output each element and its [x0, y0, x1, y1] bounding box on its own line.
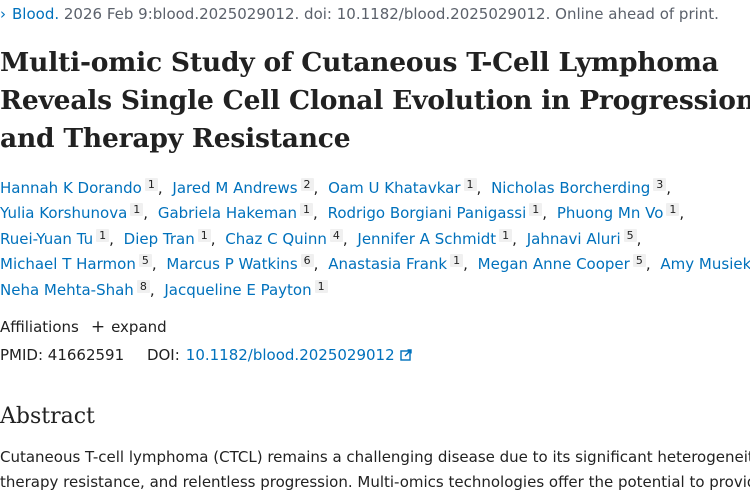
separator: , — [512, 229, 517, 248]
affiliation-badge[interactable]: 1 — [96, 228, 110, 242]
citation-line: › Blood. 2026 Feb 9:blood.2025029012. doi… — [0, 4, 719, 24]
author-line: Ruei-Yuan Tu 1, Diep Tran 1, Chaz C Quinn 4… — [0, 227, 750, 252]
author-link[interactable]: Diep Tran — [123, 229, 195, 248]
author-line: Neha Mehta-Shah 8, Jacqueline E Payton 1 — [0, 278, 750, 303]
author-link[interactable]: Jennifer A Schmidt — [357, 229, 497, 248]
author-link[interactable]: Jacqueline E Payton — [164, 280, 312, 299]
expand-button[interactable]: expand — [111, 318, 167, 336]
abstract-heading: Abstract — [0, 404, 95, 429]
affiliation-badge[interactable]: 1 — [314, 279, 328, 293]
abstract-text: Cutaneous T-cell lymphoma (CTCL) remains… — [0, 445, 750, 495]
author-link[interactable]: Anastasia Frank — [328, 255, 448, 274]
chevron-right-icon[interactable]: › — [0, 5, 6, 23]
separator: , — [157, 179, 163, 197]
author-line: Michael T Harmon 5, Marcus P Watkins 6, An… — [0, 252, 750, 277]
affiliations-row: Affiliations + expand — [0, 317, 167, 337]
citation-details: 2026 Feb 9:blood.2025029012. doi: 10.118… — [63, 5, 719, 23]
author-list: Hannah K Dorando 1, Jared M Andrews 2, Oam… — [0, 176, 750, 303]
separator: , — [636, 229, 642, 248]
affiliation-badge[interactable]: 1 — [499, 228, 513, 242]
separator: , — [151, 255, 157, 274]
abstract-line: therapy resistance, and relentless progr… — [0, 473, 750, 491]
title-line: Multi-omic Study of Cutaneous T-Cell Lym… — [0, 47, 719, 78]
identifiers-row: PMID: 41662591 DOI: 10.1182/blood.2025029… — [0, 345, 412, 365]
pmid-label: PMID: — [0, 346, 44, 364]
abstract-line: Cutaneous T-cell lymphoma (CTCL) remains… — [0, 448, 750, 466]
affiliation-badge[interactable]: 1 — [144, 178, 158, 191]
affiliation-badge[interactable]: 1 — [450, 254, 464, 268]
separator: , — [666, 179, 672, 197]
separator: , — [143, 204, 149, 223]
separator: , — [109, 229, 114, 248]
separator: , — [542, 204, 548, 223]
author-link[interactable]: Michael T Harmon — [0, 255, 136, 274]
affiliation-badge[interactable]: 6 — [300, 254, 314, 268]
author-link[interactable]: Amy Musiek — [660, 255, 750, 274]
affiliation-badge[interactable]: 5 — [138, 254, 152, 268]
author-link[interactable]: Phuong Mn Vo — [556, 204, 664, 223]
doi-link[interactable]: 10.1182/blood.2025029012 — [185, 346, 395, 364]
author-link[interactable]: Yulia Korshunova — [0, 204, 128, 223]
separator: , — [313, 255, 319, 274]
author-line: Hannah K Dorando 1, Jared M Andrews 2, Oam… — [0, 176, 750, 201]
affiliation-badge[interactable]: 1 — [130, 203, 144, 217]
affiliation-badge[interactable]: 5 — [632, 254, 646, 268]
affiliation-badge[interactable]: 2 — [300, 178, 314, 191]
author-link[interactable]: Hannah K Dorando — [0, 179, 142, 197]
author-line: Yulia Korshunova 1, Gabriela Hakeman 1, Ro… — [0, 201, 750, 226]
article-title: Multi-omic Study of Cutaneous T-Cell Lym… — [0, 44, 750, 158]
separator: , — [313, 179, 319, 197]
author-link[interactable]: Megan Anne Cooper — [477, 255, 630, 274]
author-link[interactable]: Gabriela Hakeman — [157, 204, 298, 223]
separator: , — [645, 255, 651, 274]
author-link[interactable]: Chaz C Quinn — [225, 229, 327, 248]
affiliations-label: Affiliations — [0, 318, 79, 336]
journal-link[interactable]: Blood. — [12, 5, 60, 23]
pmid-value: 41662591 — [47, 346, 125, 364]
affiliation-badge[interactable]: 8 — [136, 279, 150, 293]
affiliation-badge[interactable]: 5 — [623, 228, 637, 242]
separator: , — [313, 204, 318, 223]
affiliation-badge[interactable]: 1 — [666, 203, 680, 217]
author-link[interactable]: Ruei-Yuan Tu — [0, 229, 94, 248]
author-link[interactable]: Jared M Andrews — [172, 179, 298, 197]
separator: , — [149, 280, 155, 299]
affiliation-badge[interactable]: 3 — [653, 178, 667, 191]
affiliation-badge[interactable]: 1 — [197, 228, 211, 242]
affiliation-badge[interactable]: 1 — [463, 178, 477, 191]
author-link[interactable]: Neha Mehta-Shah — [0, 280, 134, 299]
affiliation-badge[interactable]: 4 — [329, 228, 343, 242]
doi-label: DOI: — [146, 346, 180, 364]
author-link[interactable]: Marcus P Watkins — [166, 255, 298, 274]
separator: , — [342, 229, 348, 248]
author-link[interactable]: Oam U Khatavkar — [328, 179, 461, 197]
separator: , — [679, 204, 685, 223]
title-line: and Therapy Resistance — [0, 123, 351, 154]
author-link[interactable]: Jahnavi Aluri — [526, 229, 621, 248]
separator: , — [210, 229, 216, 248]
author-link[interactable]: Rodrigo Borgiani Panigassi — [327, 204, 527, 223]
external-link-icon[interactable] — [399, 349, 412, 361]
title-line: Reveals Single Cell Clonal Evolution in … — [0, 85, 750, 116]
affiliation-badge[interactable]: 1 — [529, 203, 543, 217]
author-link[interactable]: Nicholas Borcherding — [491, 179, 651, 197]
affiliation-badge[interactable]: 1 — [300, 203, 314, 217]
separator: , — [476, 179, 482, 197]
plus-icon[interactable]: + — [90, 317, 106, 337]
separator: , — [463, 255, 468, 274]
